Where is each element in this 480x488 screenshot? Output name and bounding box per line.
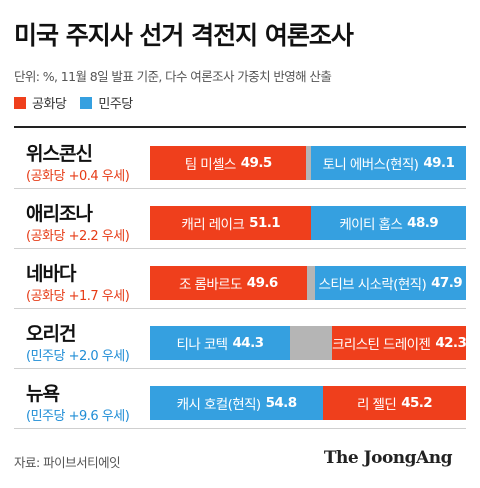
- candidate-name: 팀 미셸스: [184, 157, 237, 173]
- legend-swatch-dem: [80, 96, 93, 109]
- bar-undecided: [289, 326, 333, 360]
- margin-label: (공화당 +0.4 우세): [26, 169, 130, 184]
- row-divider: [14, 308, 466, 309]
- candidate-value: 47.9: [431, 275, 463, 291]
- chart-title: 미국 주지사 선거 격전지 여론조사: [14, 21, 354, 50]
- margin-label: (민주당 +9.6 우세): [26, 409, 130, 424]
- bar-left-dem: 티나 코텍 44.3: [150, 326, 290, 360]
- margin-label: (공화당 +2.2 우세): [26, 229, 130, 244]
- row-divider: [14, 368, 466, 369]
- candidate-value: 45.2: [401, 395, 433, 411]
- candidate-name: 조 롬바르도: [179, 277, 242, 293]
- bar-right-dem: 토니 에버스(현직) 49.1: [310, 146, 466, 180]
- legend: 공화당 민주당: [14, 93, 147, 112]
- margin-label: (공화당 +1.7 우세): [26, 289, 130, 304]
- row-divider: [14, 188, 466, 189]
- bar-left-rep: 팀 미셸스 49.5: [150, 146, 307, 180]
- bar-track: 팀 미셸스 49.5 토니 에버스(현직) 49.1: [150, 146, 466, 180]
- bar-track: 캐시 호컬(현직) 54.8 리 젤딘 45.2: [150, 386, 466, 420]
- source-note: 자료: 파이브서티에잇: [14, 455, 121, 470]
- chart-row: 위스콘신 (공화당 +0.4 우세) 팀 미셸스 49.5 토니 에버스(현직) 49.1: [14, 129, 466, 189]
- candidate-name: 리 젤딘: [357, 397, 397, 413]
- bar-left-dem: 캐시 호컬(현직) 54.8: [150, 386, 324, 420]
- candidate-value: 49.1: [423, 155, 455, 171]
- row-divider: [14, 248, 466, 249]
- candidate-value: 49.5: [240, 155, 273, 171]
- top-divider: [14, 126, 466, 128]
- candidate-name: 캐리 레이크: [181, 217, 245, 233]
- bar-track: 조 롬바르도 49.6 스티브 시소락(현직) 47.9: [150, 266, 466, 300]
- margin-label: (민주당 +2.0 우세): [26, 349, 130, 364]
- bar-right-rep: 리 젤딘 45.2: [323, 386, 466, 420]
- legend-item-rep: 공화당: [14, 93, 67, 112]
- bar-track: 티나 코텍 44.3 크리스틴 드레이젠 42.3: [150, 326, 467, 360]
- candidate-name: 스티브 시소락(현직): [318, 277, 427, 293]
- candidate-name: 크리스틴 드레이젠: [332, 337, 431, 353]
- candidate-value: 42.3: [435, 335, 467, 351]
- state-label: 오리건: [26, 323, 76, 345]
- bar-undecided: [306, 146, 311, 180]
- bar-track: 캐리 레이크 51.1 케이티 홉스 48.9: [150, 206, 466, 240]
- chart-subtitle: 단위: %, 11월 8일 발표 기준, 다수 여론조사 가중치 반영해 산출: [14, 69, 332, 84]
- bar-right-dem: 케이티 홉스 48.9: [311, 206, 466, 240]
- legend-item-dem: 민주당: [80, 93, 133, 112]
- state-label: 위스콘신: [26, 143, 93, 165]
- bar-right-dem: 스티브 시소락(현직) 47.9: [314, 266, 466, 300]
- bar-right-rep: 크리스틴 드레이젠 42.3: [332, 326, 467, 360]
- chart-row: 오리건 (민주당 +2.0 우세) 티나 코텍 44.3 크리스틴 드레이젠 42.3: [14, 309, 467, 369]
- brand-logo: The JoongAng: [323, 448, 453, 468]
- candidate-value: 51.1: [249, 215, 281, 231]
- candidate-name: 캐시 호컬(현직): [176, 397, 262, 413]
- candidate-value: 54.8: [265, 395, 298, 411]
- bar-undecided: [306, 266, 315, 300]
- candidate-value: 49.6: [246, 275, 279, 291]
- legend-swatch-rep: [14, 96, 26, 109]
- state-label: 뉴욕: [26, 383, 60, 405]
- bar-left-rep: 조 롬바르도 49.6: [150, 266, 307, 300]
- candidate-name: 티나 코텍: [176, 337, 229, 353]
- state-label: 애리조나: [26, 203, 93, 225]
- legend-label-dem: 민주당: [98, 97, 133, 112]
- chart-row: 뉴욕 (민주당 +9.6 우세) 캐시 호컬(현직) 54.8 리 젤딘 45.2: [14, 369, 466, 429]
- candidate-value: 48.9: [407, 215, 439, 231]
- candidate-name: 케이티 홉스: [339, 217, 403, 233]
- bar-left-rep: 캐리 레이크 51.1: [150, 206, 312, 240]
- candidate-value: 44.3: [232, 335, 265, 351]
- chart-row: 네바다 (공화당 +1.7 우세) 조 롬바르도 49.6 스티브 시소락(현직) 47.…: [14, 249, 466, 309]
- chart-row: 애리조나 (공화당 +2.2 우세) 캐리 레이크 51.1 케이티 홉스 48.9: [14, 189, 466, 249]
- state-label: 네바다: [26, 263, 76, 285]
- legend-label-rep: 공화당: [32, 97, 67, 112]
- candidate-name: 토니 에버스(현직): [322, 157, 419, 173]
- row-divider: [14, 428, 466, 429]
